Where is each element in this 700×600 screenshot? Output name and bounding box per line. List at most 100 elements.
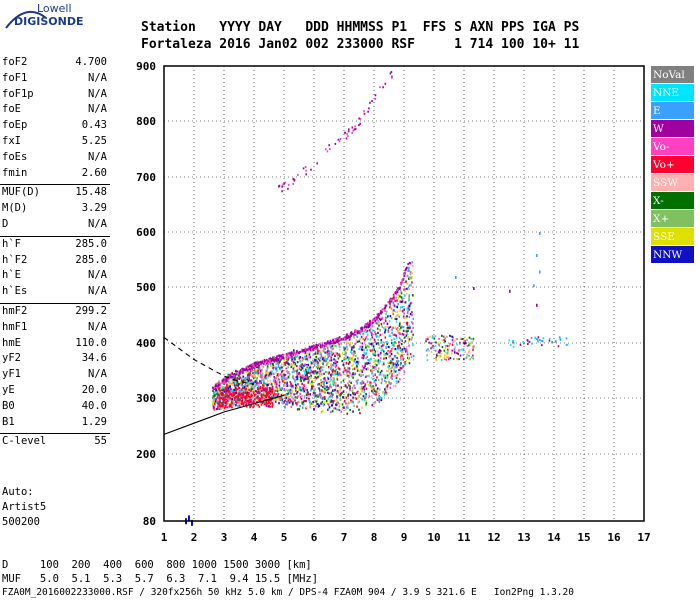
echo-mark [267, 362, 270, 366]
echo-mark [318, 367, 321, 370]
echo-mark [336, 376, 339, 379]
echo-mark [353, 367, 356, 370]
echo-mark [281, 366, 283, 369]
echo-mark [382, 332, 384, 335]
echo-mark [300, 368, 302, 372]
echo-mark [337, 391, 340, 394]
echo-mark [291, 403, 294, 407]
echo-mark [361, 390, 363, 393]
echo-mark [271, 389, 273, 392]
echo-mark [350, 401, 352, 404]
trace-mark [229, 376, 232, 379]
echo-mark [372, 377, 374, 381]
echo-mark [345, 369, 347, 372]
echo-mark [351, 389, 354, 392]
oblique-mark [512, 342, 515, 345]
echo-mark [339, 392, 342, 395]
echo-mark [402, 329, 405, 332]
echo-mark [319, 342, 321, 346]
echo-mark [314, 351, 317, 354]
echo-mark [386, 385, 389, 388]
echo-mark [348, 375, 350, 379]
echo-mark [349, 393, 352, 397]
trace-mark [252, 362, 255, 365]
echo-mark [284, 403, 287, 406]
echo-mark [332, 407, 335, 410]
echo-mark [357, 357, 359, 360]
echo-mark [345, 408, 347, 411]
echo-mark [351, 373, 354, 376]
echo-mark [374, 354, 377, 357]
second-hop-mark [374, 94, 377, 97]
echo-mark [218, 392, 221, 395]
echo-mark [251, 394, 254, 397]
trace-mark [319, 344, 322, 347]
echo-mark [437, 354, 440, 357]
echo-mark [315, 347, 317, 351]
echo-mark [215, 388, 217, 392]
echo-mark [267, 402, 269, 405]
echo-mark [357, 360, 360, 363]
echo-mark [348, 356, 350, 360]
echo-mark [327, 397, 330, 400]
echo-mark [370, 395, 373, 398]
trace-mark [239, 371, 242, 374]
echo-mark [270, 364, 273, 368]
echo-mark [320, 394, 322, 397]
echo-mark [404, 350, 407, 353]
echo-mark [251, 401, 253, 404]
trace-mark [349, 335, 351, 338]
echo-mark [406, 311, 409, 315]
echo-mark [405, 280, 407, 283]
echo-mark [301, 376, 303, 379]
echo-mark [232, 392, 235, 395]
echo-mark [296, 408, 299, 411]
echo-mark [334, 371, 336, 374]
echo-mark [257, 374, 260, 377]
echo-mark [397, 329, 400, 333]
echo-mark [335, 344, 337, 348]
echo-mark [321, 401, 324, 404]
echo-mark [272, 389, 275, 392]
echo-mark [221, 389, 223, 392]
second-hop-mark [283, 182, 285, 185]
trace-mark [304, 350, 307, 353]
echo-mark [361, 380, 364, 383]
echo-mark [375, 390, 377, 394]
echo-mark [252, 387, 254, 390]
echo-mark [329, 373, 332, 376]
trace-mark [262, 360, 265, 363]
echo-mark [368, 394, 370, 397]
echo-mark [427, 348, 429, 351]
auto-artist: Artist5 [2, 501, 47, 513]
trace-mark [268, 357, 271, 360]
echo-mark [405, 327, 408, 330]
echo-mark [384, 309, 386, 313]
echo-mark [306, 365, 308, 368]
echo-mark [373, 359, 376, 362]
echo-mark [314, 395, 316, 398]
echo-mark [408, 315, 411, 319]
echo-mark [278, 386, 281, 389]
echo-mark [257, 369, 259, 373]
echo-mark [334, 352, 337, 355]
echo-mark [306, 392, 309, 395]
echo-mark [403, 313, 405, 316]
echo-mark [262, 400, 265, 403]
echo-mark [459, 342, 461, 345]
echo-mark [296, 368, 299, 371]
echo-mark [220, 392, 223, 395]
echo-mark [256, 382, 258, 385]
echo-mark [231, 380, 233, 383]
echo-mark [368, 391, 370, 394]
echo-mark [296, 372, 298, 375]
echo-mark [340, 381, 342, 384]
trace-mark [222, 381, 224, 384]
echo-mark [265, 377, 268, 380]
echo-mark [256, 391, 259, 394]
echo-mark [331, 404, 333, 407]
trace-mark [263, 362, 266, 365]
echo-mark [274, 379, 277, 383]
echo-mark [392, 310, 394, 313]
echo-mark [395, 360, 398, 363]
